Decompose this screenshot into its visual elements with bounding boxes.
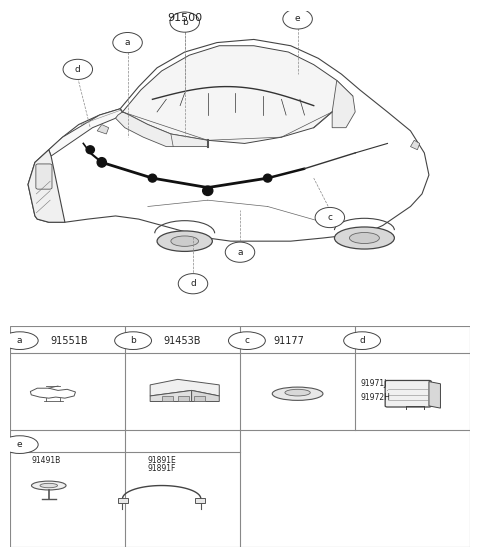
Text: 91453B: 91453B: [164, 336, 201, 346]
Text: b: b: [182, 18, 188, 27]
Ellipse shape: [148, 174, 156, 182]
Text: 91491B: 91491B: [32, 456, 61, 465]
Circle shape: [344, 332, 381, 349]
Ellipse shape: [32, 481, 66, 490]
Text: d: d: [190, 279, 196, 288]
Polygon shape: [332, 80, 355, 128]
Bar: [195, 498, 205, 503]
Text: a: a: [125, 38, 130, 47]
Ellipse shape: [86, 146, 95, 154]
Text: a: a: [17, 336, 23, 345]
Text: b: b: [130, 336, 136, 345]
FancyBboxPatch shape: [385, 380, 431, 407]
Ellipse shape: [335, 227, 395, 249]
Polygon shape: [49, 109, 122, 156]
Circle shape: [113, 33, 142, 53]
Circle shape: [225, 242, 255, 262]
Ellipse shape: [272, 387, 323, 400]
Text: c: c: [327, 213, 332, 222]
Ellipse shape: [285, 389, 310, 396]
Text: d: d: [359, 336, 365, 345]
Text: 91971J: 91971J: [361, 379, 387, 388]
Polygon shape: [150, 379, 219, 396]
Text: 91891E: 91891E: [147, 456, 176, 465]
Circle shape: [115, 332, 152, 349]
Text: c: c: [244, 336, 250, 345]
Polygon shape: [97, 124, 108, 134]
FancyBboxPatch shape: [36, 164, 52, 189]
Polygon shape: [116, 112, 208, 147]
Circle shape: [1, 436, 38, 453]
Polygon shape: [150, 390, 192, 401]
Text: 91891F: 91891F: [147, 464, 176, 473]
Text: 91551B: 91551B: [51, 336, 88, 346]
Bar: [194, 397, 205, 401]
Circle shape: [283, 9, 312, 29]
Ellipse shape: [97, 158, 107, 167]
Text: 91177: 91177: [273, 336, 304, 346]
Circle shape: [315, 207, 345, 228]
Circle shape: [170, 12, 200, 32]
Polygon shape: [410, 140, 420, 150]
Bar: [178, 397, 189, 401]
Bar: [118, 498, 128, 503]
Polygon shape: [429, 382, 441, 408]
Polygon shape: [28, 150, 65, 222]
Ellipse shape: [40, 483, 58, 488]
Text: 91972H: 91972H: [361, 393, 391, 401]
Polygon shape: [122, 46, 353, 143]
Ellipse shape: [349, 232, 379, 243]
Text: e: e: [17, 440, 23, 449]
Ellipse shape: [264, 174, 272, 182]
Bar: [162, 397, 173, 401]
Text: e: e: [295, 14, 300, 23]
Circle shape: [1, 332, 38, 349]
Circle shape: [63, 59, 93, 80]
Ellipse shape: [203, 186, 213, 195]
Ellipse shape: [171, 236, 199, 247]
Text: a: a: [237, 248, 243, 257]
Ellipse shape: [157, 231, 212, 252]
Polygon shape: [28, 39, 429, 241]
Text: d: d: [75, 65, 81, 74]
Polygon shape: [192, 390, 219, 401]
Text: 91500: 91500: [167, 13, 202, 23]
Circle shape: [178, 274, 208, 294]
Circle shape: [228, 332, 265, 349]
